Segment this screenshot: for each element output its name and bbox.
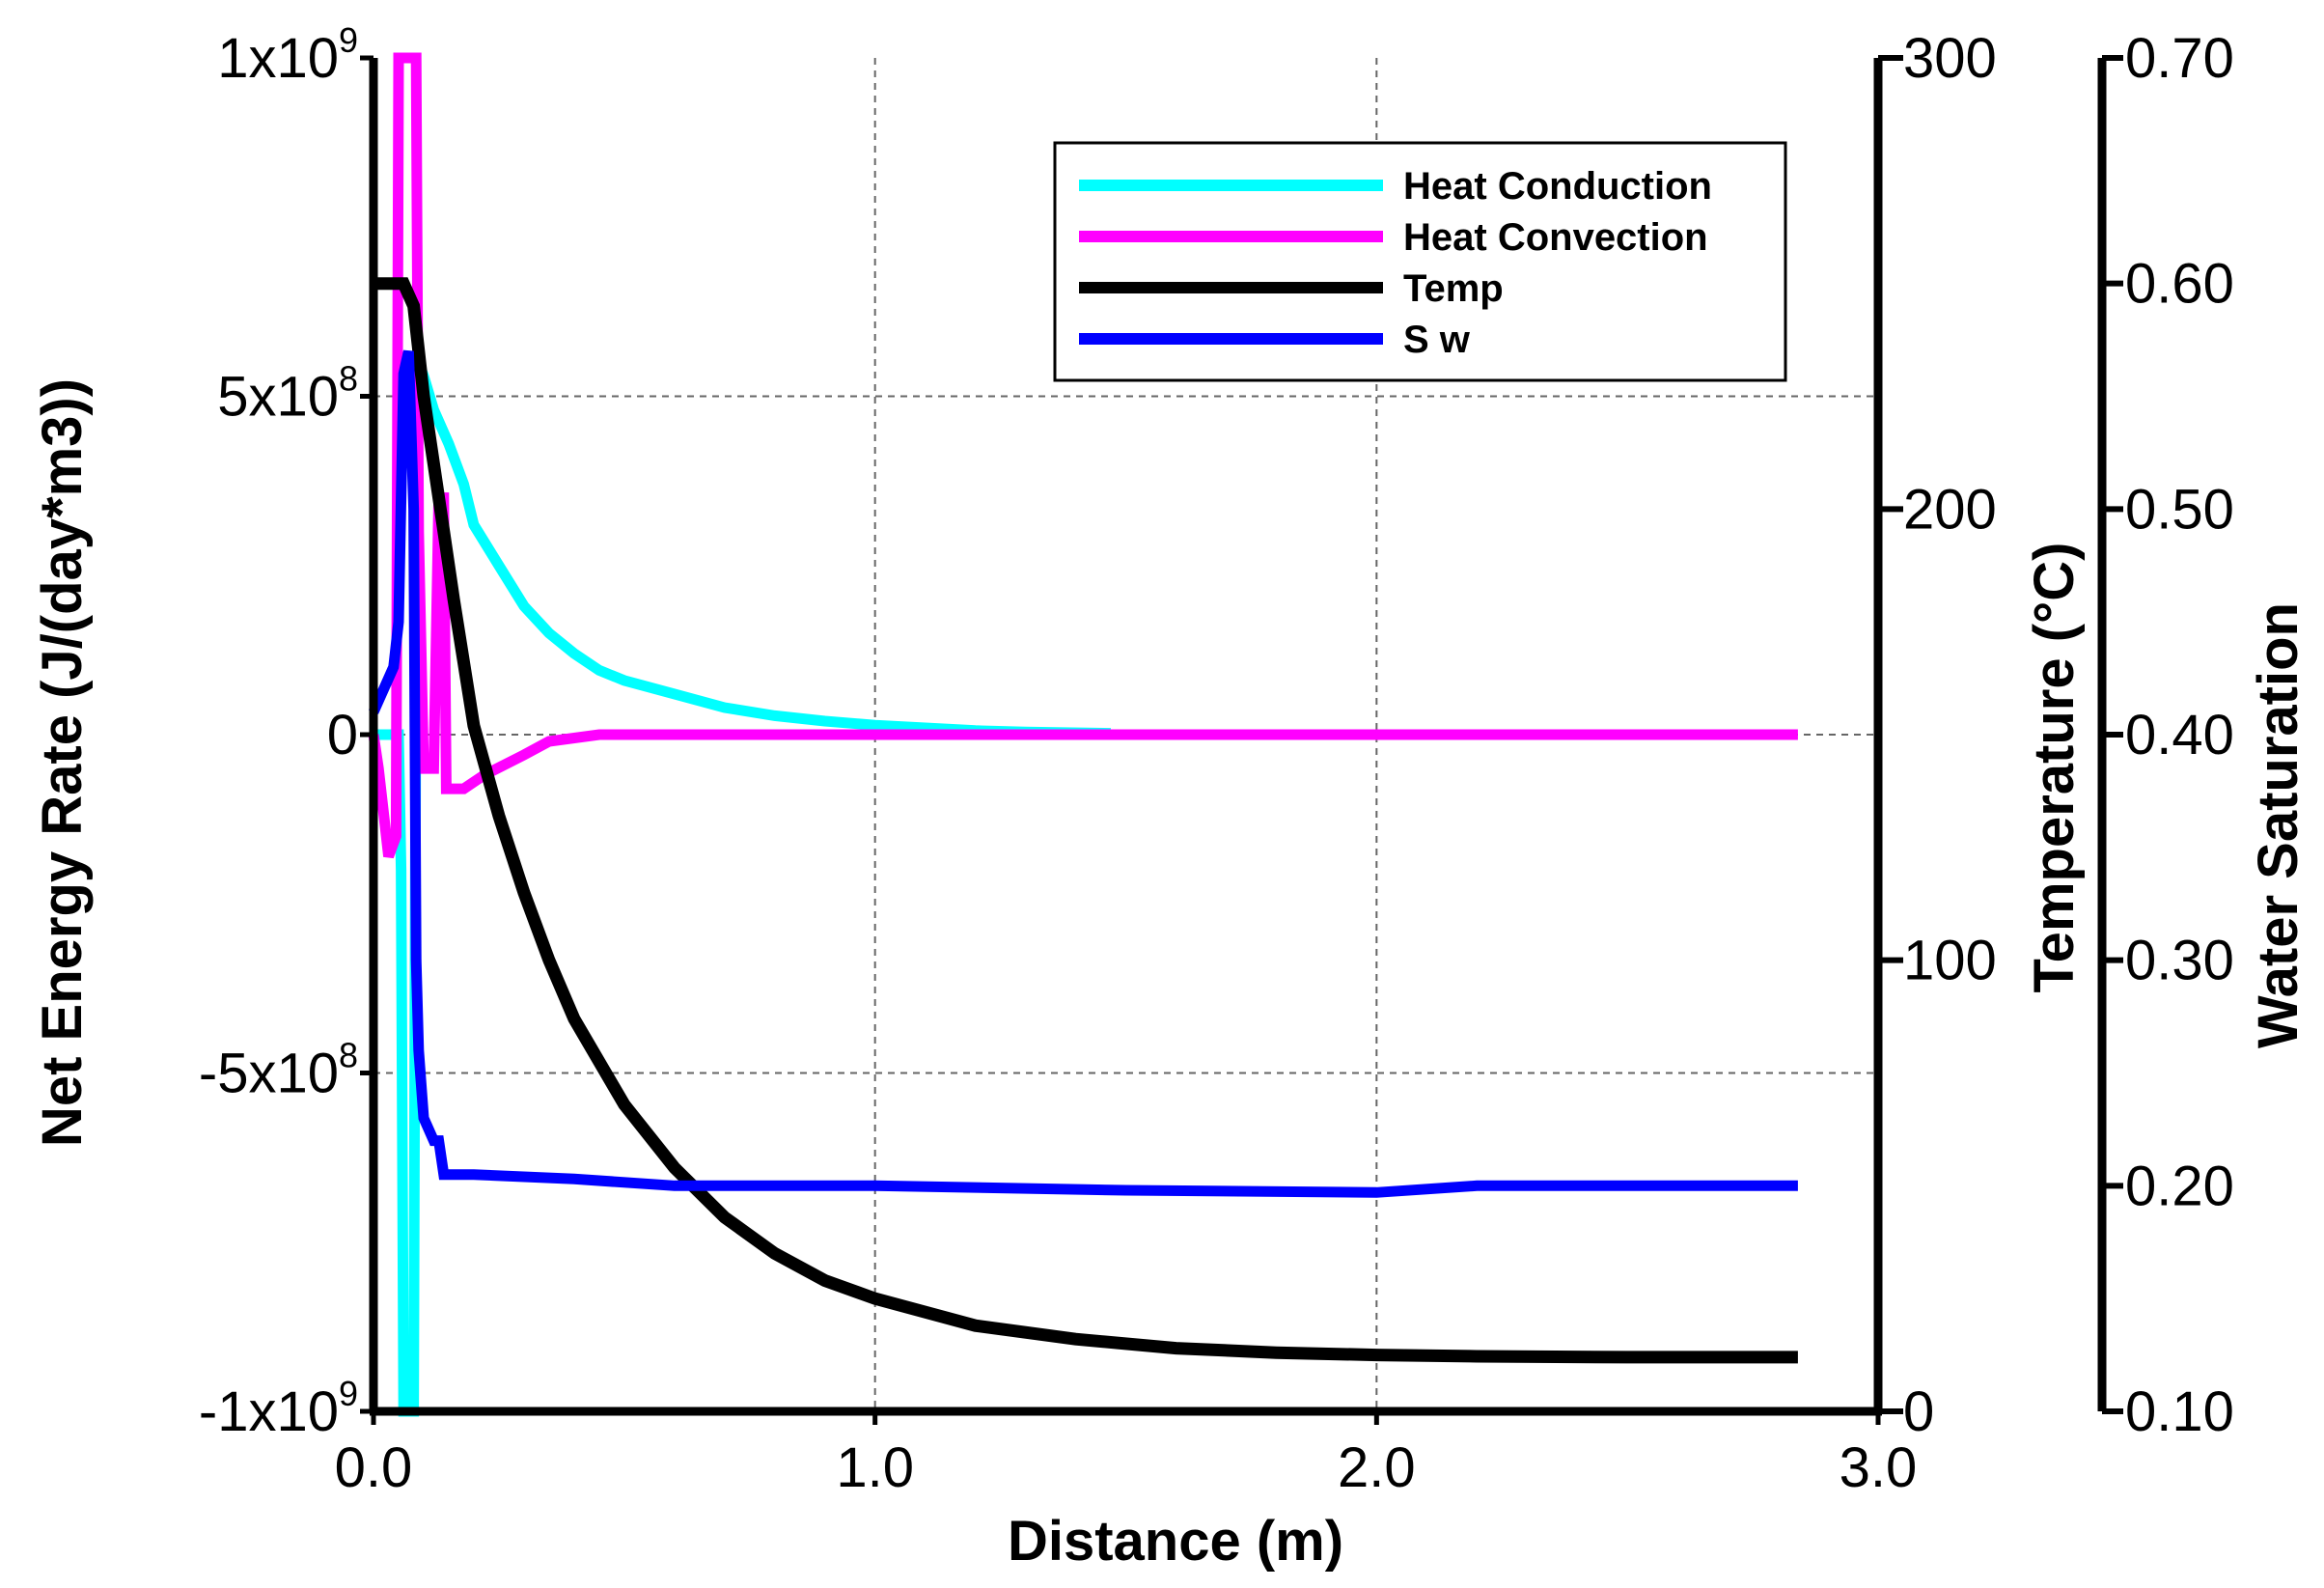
axes: 0.0 1.0 2.0 3.0 1x109 5x108 0 -5x108 -1x109 300 20… bbox=[199, 20, 2234, 1499]
y-tick-label-temperature: 0 bbox=[1903, 1380, 1934, 1443]
x-tick-label: 0.0 bbox=[335, 1436, 413, 1499]
series-line-heat-conduction bbox=[374, 360, 1111, 1417]
y-tick-label-temperature: 200 bbox=[1903, 478, 1997, 541]
y-tick-label-water-saturation: 0.40 bbox=[2125, 704, 2234, 766]
y-tick-label-water-saturation: 0.70 bbox=[2125, 27, 2234, 90]
x-tick-label: 1.0 bbox=[836, 1436, 914, 1499]
y-axis-title-energy: Net Energy Rate (J/(day*m3)) bbox=[31, 378, 94, 1147]
y-tick-label-water-saturation: 0.60 bbox=[2125, 253, 2234, 316]
y-tick-label-energy: 5x108 bbox=[217, 359, 358, 429]
legend-label: S w bbox=[1403, 319, 1471, 361]
legend-label: Temp bbox=[1403, 267, 1504, 310]
legend: Heat Conduction Heat Convection Temp S w bbox=[1053, 141, 1787, 382]
y-tick-label-water-saturation: 0.20 bbox=[2125, 1155, 2234, 1217]
y-axis-title-temperature: Temperature (°C) bbox=[2023, 543, 2086, 993]
legend-label: Heat Conduction bbox=[1403, 165, 1712, 208]
y-tick-label-water-saturation: 0.50 bbox=[2125, 478, 2234, 541]
series-line-s-w bbox=[368, 349, 1798, 1198]
x-tick-label: 3.0 bbox=[1840, 1436, 1918, 1499]
y-tick-label-temperature: 100 bbox=[1903, 930, 1997, 992]
y-tick-label-energy: 1x109 bbox=[217, 20, 358, 90]
series-line-temp bbox=[374, 277, 1798, 1364]
y-tick-label-water-saturation: 0.30 bbox=[2125, 930, 2234, 992]
y-tick-label-temperature: 300 bbox=[1903, 27, 1997, 90]
series-layer bbox=[368, 52, 1798, 1417]
y-tick-label-energy: -5x108 bbox=[199, 1036, 358, 1105]
x-tick-label: 2.0 bbox=[1338, 1436, 1416, 1499]
y-tick-label-energy: -1x109 bbox=[199, 1374, 358, 1443]
y-tick-label-water-saturation: 0.10 bbox=[2125, 1380, 2234, 1443]
x-axis-title: Distance (m) bbox=[1008, 1510, 1343, 1573]
legend-label: Heat Convection bbox=[1403, 216, 1708, 259]
y-tick-label-energy: 0 bbox=[327, 704, 358, 766]
y-axis-title-water-saturation: Water Saturation bbox=[2247, 602, 2310, 1048]
